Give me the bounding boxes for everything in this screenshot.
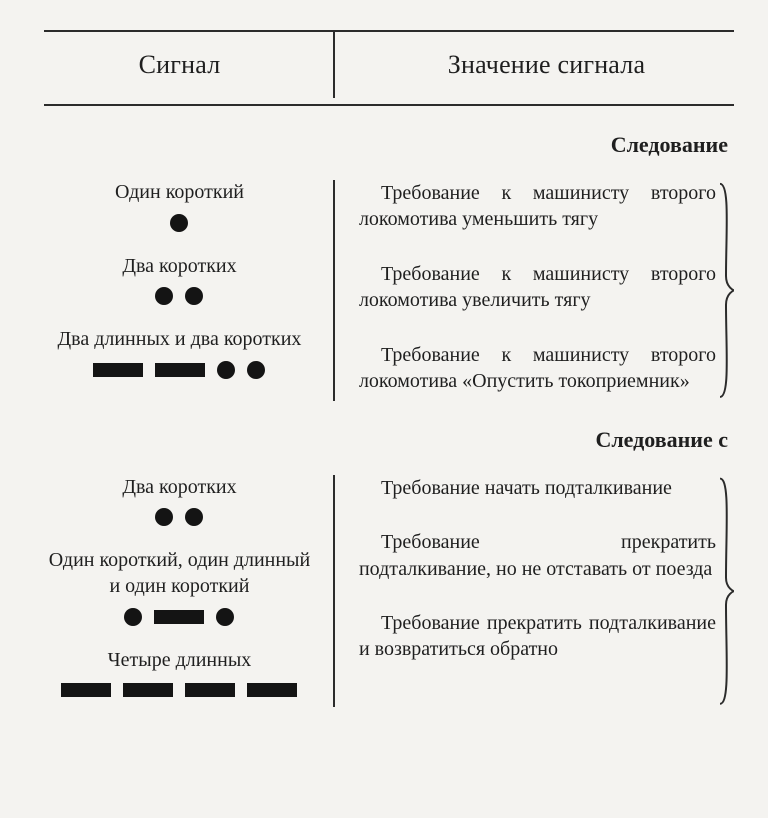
section-heading-1: Следование	[44, 106, 734, 180]
morse-dot	[185, 508, 203, 526]
section-1-signals: Один короткий Два коротких Два длинных и…	[44, 180, 333, 401]
morse-dot	[155, 508, 173, 526]
section-1-meanings: Требование к машинисту второго локомотив…	[335, 180, 734, 401]
signal-table-page: Сигнал Значение сигнала Следование Один …	[0, 0, 768, 717]
morse-dash	[155, 363, 205, 377]
signal-label: Два коротких	[44, 254, 315, 280]
header-label-signal: Сигнал	[139, 50, 221, 79]
signal-meaning: Требование к машинисту второго локомотив…	[359, 342, 716, 395]
signal-meaning: Требование начать подталкивание	[359, 475, 716, 501]
morse-dash	[61, 683, 111, 697]
section-2-body: Два коротких Один короткий, один длинный…	[44, 475, 734, 707]
signal-meaning: Требование к машинисту второго локомотив…	[359, 261, 716, 314]
section-brace-icon	[716, 180, 734, 401]
morse-pattern	[44, 606, 315, 628]
signal-row: Один короткий, один длинный и один корот…	[44, 548, 315, 627]
morse-dot	[216, 608, 234, 626]
morse-pattern	[44, 506, 315, 528]
morse-dot	[247, 361, 265, 379]
signal-label: Один короткий, один длинный и один корот…	[44, 548, 315, 599]
signal-row: Два коротких	[44, 475, 315, 529]
signal-label: Четыре длинных	[44, 648, 315, 674]
morse-dash	[154, 610, 204, 624]
morse-pattern	[44, 212, 315, 234]
header-col-meaning: Значение сигнала	[335, 50, 734, 80]
signal-row: Один короткий	[44, 180, 315, 234]
morse-pattern	[44, 285, 315, 307]
section-brace-icon	[716, 475, 734, 707]
morse-dot	[124, 608, 142, 626]
table-header: Сигнал Значение сигнала	[44, 32, 734, 98]
signal-row: Четыре длинных	[44, 648, 315, 702]
signal-label: Два длинных и два коротких	[44, 327, 315, 353]
morse-dash	[123, 683, 173, 697]
morse-dash	[93, 363, 143, 377]
signal-row: Два коротких	[44, 254, 315, 308]
section-1-body: Один короткий Два коротких Два длинных и…	[44, 180, 734, 401]
morse-pattern	[44, 679, 315, 701]
morse-pattern	[44, 359, 315, 381]
header-col-signal: Сигнал	[44, 50, 333, 80]
section-2-meanings: Требование начать подталкивание Требован…	[335, 475, 734, 707]
section-2-signals: Два коротких Один короткий, один длинный…	[44, 475, 333, 707]
morse-dot	[170, 214, 188, 232]
morse-dot	[185, 287, 203, 305]
header-label-meaning: Значение сигнала	[448, 50, 645, 79]
signal-row: Два длинных и два коротких	[44, 327, 315, 381]
morse-dot	[155, 287, 173, 305]
section-heading-2: Следование с	[44, 401, 734, 475]
signal-meaning: Требование прекратить подталкивание и во…	[359, 610, 716, 663]
morse-dash	[185, 683, 235, 697]
signal-label: Один короткий	[44, 180, 315, 206]
signal-meaning: Требование прекратить подталкивание, но …	[359, 529, 716, 582]
signal-label: Два коротких	[44, 475, 315, 501]
morse-dot	[217, 361, 235, 379]
signal-meaning: Требование к машинисту второго локомотив…	[359, 180, 716, 233]
morse-dash	[247, 683, 297, 697]
